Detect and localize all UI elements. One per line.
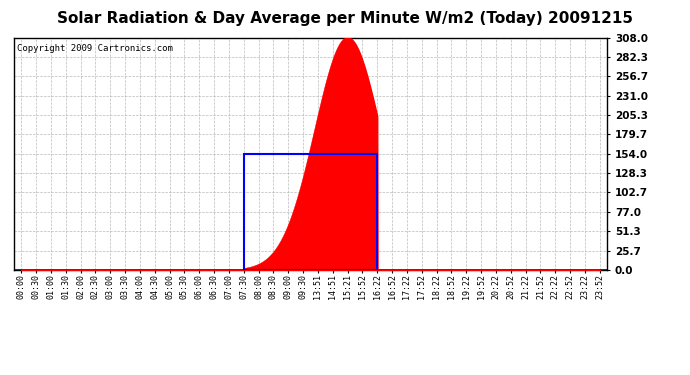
Text: Solar Radiation & Day Average per Minute W/m2 (Today) 20091215: Solar Radiation & Day Average per Minute…: [57, 11, 633, 26]
Text: Copyright 2009 Cartronics.com: Copyright 2009 Cartronics.com: [17, 45, 172, 54]
Bar: [244, 154, 377, 270]
